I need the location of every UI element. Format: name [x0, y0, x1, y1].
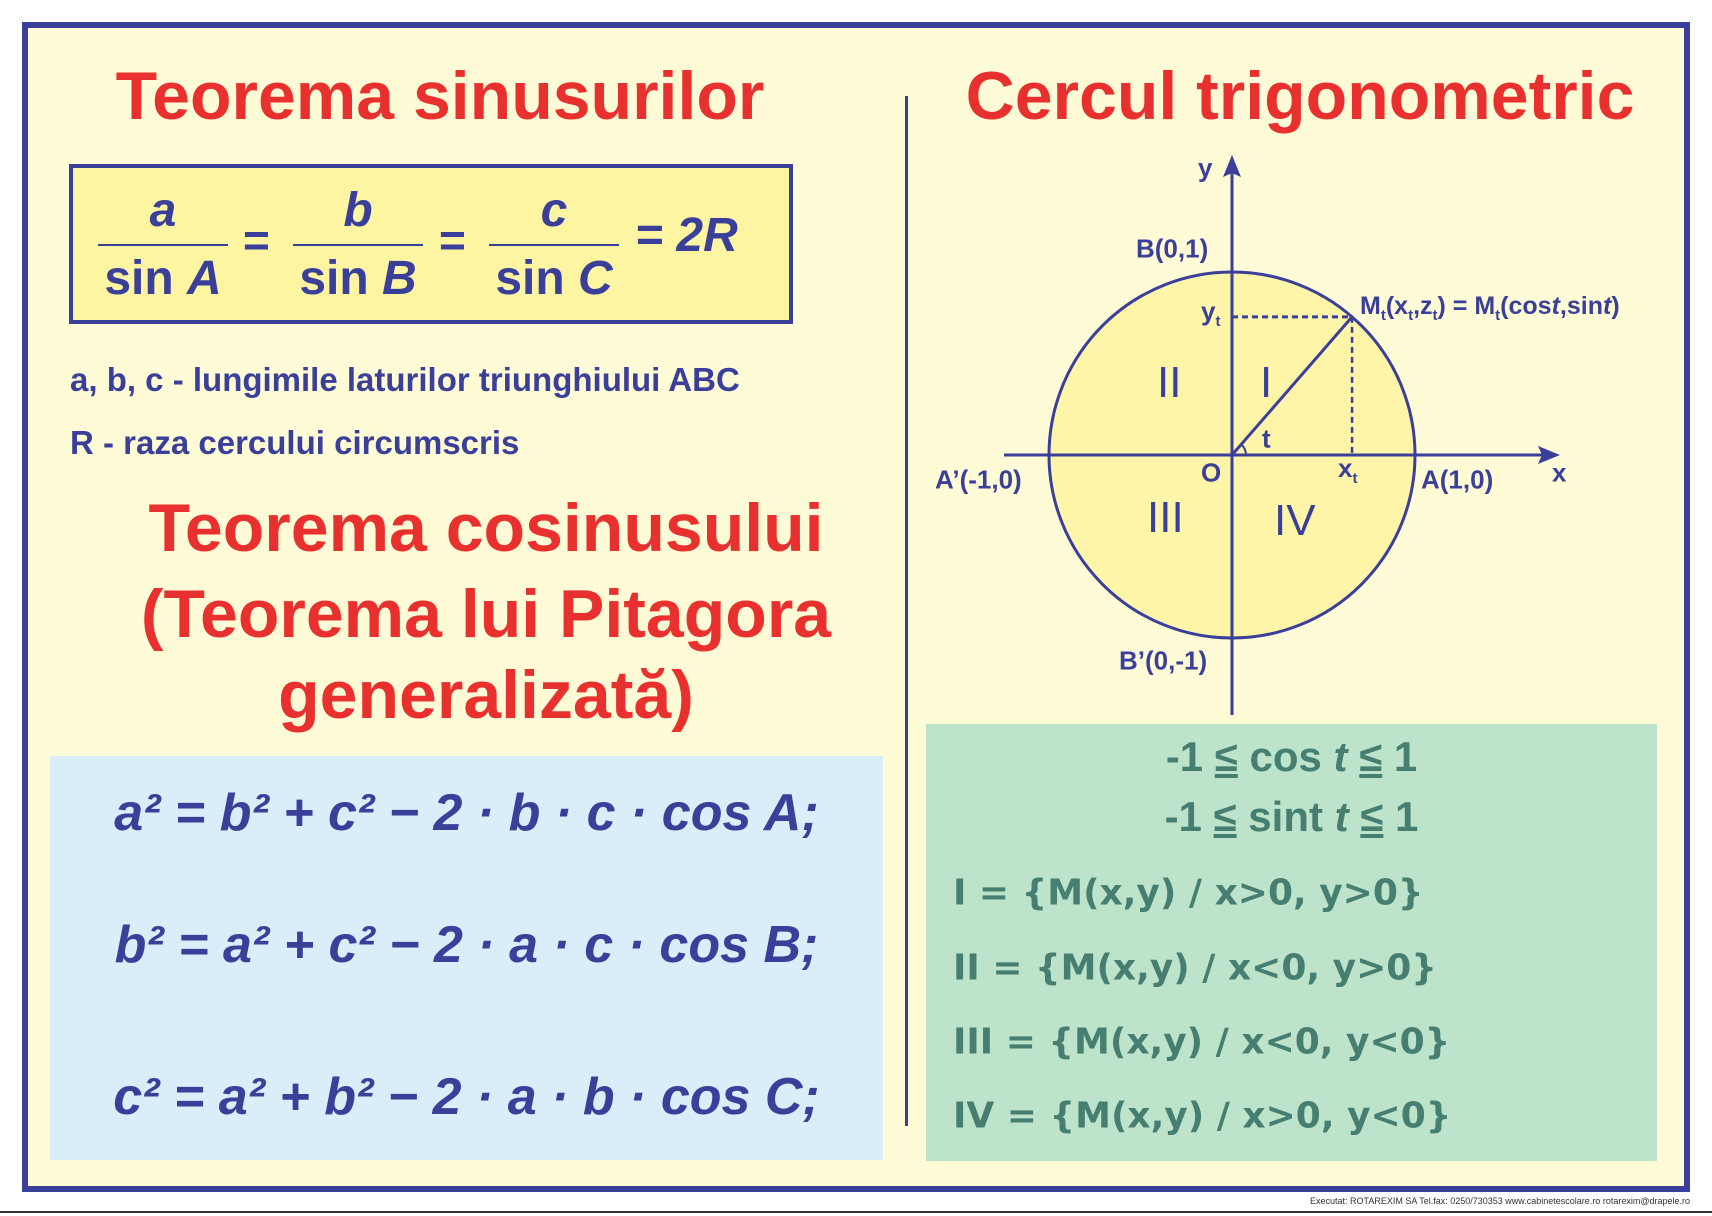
cosine-formula-box: a² = b² + c² − 2 · b · c · cos A; b² = a…	[50, 756, 883, 1160]
fraction-c: c sin C	[489, 182, 619, 308]
x-axis-label: x	[1552, 457, 1567, 488]
le-sign: ≤	[1214, 733, 1238, 780]
point-a-prime-label: A’(-1,0)	[935, 464, 1022, 495]
quadrant-iv-set: IV = {M(x,y) / x>0, y<0}	[953, 1095, 1452, 1137]
le-sign: ≤	[1359, 733, 1383, 780]
fraction-a: a sin A	[98, 182, 228, 308]
cosine-formula-a: a² = b² + c² − 2 · b · c · cos A;	[114, 784, 819, 842]
origin-label: O	[1201, 457, 1222, 488]
fraction-bar	[293, 244, 423, 246]
cosine-title-line-3: generalizată)	[278, 657, 694, 733]
quadrant-i-set: I = {M(x,y) / x>0, y>0}	[953, 872, 1424, 914]
y-axis-arrow-icon	[1223, 155, 1241, 177]
quadrant-iv-label: IV	[1274, 496, 1316, 545]
quadrant-ii-set: II = {M(x,y) / x<0, y>0}	[953, 947, 1437, 989]
quadrant-iii-label: III	[1147, 493, 1184, 542]
text: t	[1333, 733, 1348, 780]
point-b-label: B(0,1)	[1136, 233, 1209, 264]
m-sub: t	[1495, 307, 1501, 324]
bottom-rule	[0, 1211, 1712, 1213]
angle-var: B	[382, 252, 417, 305]
angle-t-label: t	[1262, 423, 1271, 454]
point-m-label: Mt(xt,zt) = Mt(cost,sint)	[1360, 292, 1620, 324]
m-text: (x	[1385, 292, 1409, 320]
text: sint	[1236, 793, 1335, 840]
cos-bounds: -1 ≤ cos t ≤ 1	[926, 733, 1657, 781]
text: 1	[1382, 733, 1418, 780]
sine-description-radius: R - raza cercului circumscris	[70, 424, 520, 461]
sin-fn: sin	[495, 252, 565, 305]
m-sub: t	[1432, 307, 1438, 324]
angle-var: A	[187, 252, 222, 305]
sine-formula-box: a sin A = b sin B = c sin C = 2R	[69, 164, 793, 324]
point-a-label: A(1,0)	[1421, 464, 1494, 495]
m-text: ,sin	[1559, 292, 1603, 320]
numerator: b	[343, 184, 373, 237]
result-2r: = 2R	[635, 209, 738, 262]
numerator: c	[540, 184, 568, 237]
cosine-formula-b: b² = a² + c² − 2 · a · c · cos B;	[114, 916, 819, 974]
quadrant-iii-set: III = {M(x,y) / x<0, y<0}	[953, 1021, 1451, 1063]
cosine-title-line-1: Teorema cosinusului	[148, 490, 824, 566]
radius-om	[1230, 315, 1354, 456]
quadrant-i-label: I	[1260, 358, 1273, 407]
sin-fn: sin	[104, 252, 174, 305]
y-axis-label: y	[1198, 152, 1213, 183]
cosine-title-line-2: (Teorema lui Pitagora	[140, 576, 832, 652]
sine-description-sides: a, b, c - lungimile laturilor triunghiul…	[70, 361, 740, 398]
quadrant-ii-label: II	[1157, 358, 1182, 407]
fraction-bar	[489, 244, 619, 246]
m-sub: t	[1380, 307, 1386, 324]
denominator: sin A	[98, 250, 228, 308]
text: 1	[1383, 793, 1419, 840]
denominator: sin C	[489, 250, 619, 308]
fraction-b: b sin B	[293, 182, 423, 308]
yt-sub: t	[1215, 313, 1221, 331]
m-text: )	[1611, 292, 1620, 320]
m-sub: t	[1408, 307, 1414, 324]
denominator: sin B	[293, 250, 423, 308]
cosine-formula-c: c² = a² + b² − 2 · a · b · cos C;	[113, 1068, 820, 1126]
angle-var: C	[578, 252, 613, 305]
footer-credits: Executat: ROTAREXIM SA Tel.fax: 0250/730…	[1310, 1196, 1690, 1206]
sin-fn: sin	[299, 252, 369, 305]
xt-sub: t	[1352, 470, 1358, 488]
m-text: (cos	[1500, 292, 1552, 320]
text: cos	[1237, 733, 1334, 780]
m-text: t	[1551, 292, 1560, 320]
xt-base: x	[1338, 452, 1353, 483]
le-sign: ≤	[1213, 793, 1237, 840]
x-axis-arrow-icon	[1538, 446, 1560, 464]
yt-label: yt	[1201, 296, 1220, 330]
text: -1	[1165, 733, 1215, 780]
m-text: ,z	[1413, 292, 1433, 320]
sin-bounds: -1 ≤ sint t ≤ 1	[926, 793, 1657, 841]
yt-base: y	[1201, 295, 1216, 326]
trig-circle-title: Cercul trigonometric	[965, 58, 1635, 134]
numerator: a	[149, 184, 177, 237]
equals-sign: =	[439, 214, 466, 266]
m-text: M	[1360, 292, 1381, 320]
column-divider	[905, 96, 908, 1126]
trig-properties-box: -1 ≤ cos t ≤ 1 -1 ≤ sint t ≤ 1 I = {M(x,…	[926, 724, 1657, 1161]
fraction-bar	[98, 244, 228, 246]
le-sign: ≤	[1360, 793, 1384, 840]
xt-label: xt	[1338, 453, 1357, 487]
equals-sign: =	[243, 214, 270, 266]
m-text: ) = M	[1437, 292, 1496, 320]
m-text: t	[1602, 292, 1612, 320]
angle-arc	[1240, 443, 1247, 456]
sine-theorem-title: Teorema sinusurilor	[115, 58, 765, 134]
text: t	[1334, 793, 1349, 840]
point-b-prime-label: B’(0,-1)	[1119, 645, 1208, 676]
text: -1	[1164, 793, 1214, 840]
